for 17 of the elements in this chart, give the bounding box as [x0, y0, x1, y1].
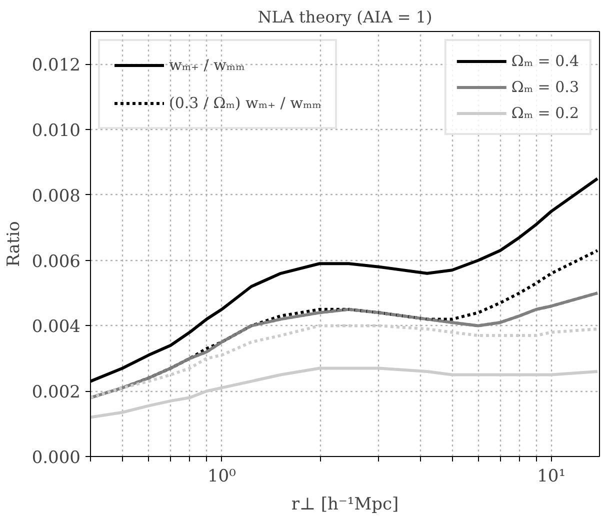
legend-label: Ωₘ = 0.3 [511, 78, 579, 96]
x-tick-label: 10¹ [537, 466, 566, 486]
y-tick-label: 0.002 [32, 382, 81, 403]
y-tick-label: 0.004 [32, 317, 81, 338]
x-axis-title: r⊥ [h⁻¹Mpc] [291, 494, 399, 514]
x-tick-label: 10⁰ [207, 466, 236, 486]
y-tick-label: 0.008 [32, 186, 81, 206]
annotation: wₘ₊ / wₘₘ [169, 56, 245, 74]
y-tick-label: 0.012 [32, 56, 81, 76]
y-axis-title: Ratio [4, 221, 24, 267]
annotation: (0.3 / Ωₘ) wₘ₊ / wₘₘ [169, 94, 322, 112]
y-tick-label: 0.006 [32, 252, 81, 272]
legend-label: Ωₘ = 0.4 [511, 52, 579, 70]
chart-title: NLA theory (AIA = 1) [258, 8, 432, 26]
legend-label: Ωₘ = 0.2 [511, 104, 579, 122]
y-tick-label: 0.000 [32, 448, 81, 468]
y-tick-label: 0.010 [32, 121, 81, 142]
